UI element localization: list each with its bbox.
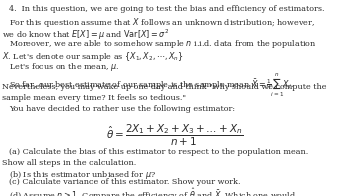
Text: (a) Calculate the bias of this estimator to respect to the population mean.: (a) Calculate the bias of this estimator…	[9, 148, 308, 156]
Text: You have decided to rather use the following estimator:: You have decided to rather use the follo…	[9, 105, 235, 113]
Text: sample mean every time? It feels so tedious.": sample mean every time? It feels so tedi…	[2, 94, 186, 102]
Text: (c) Calculate variance of this estimator. Show your work.: (c) Calculate variance of this estimator…	[9, 178, 240, 186]
Text: $\hat{\theta} = \dfrac{2X_1 + X_2 + X_3 + \ldots + X_n}{n+1}$: $\hat{\theta} = \dfrac{2X_1 + X_2 + X_3 …	[106, 122, 244, 148]
Text: 4.  In this question, we are going to test the bias and efficiency of estimators: 4. In this question, we are going to tes…	[9, 5, 324, 13]
Text: Let's focus on the mean, $\mu$.: Let's focus on the mean, $\mu$.	[9, 61, 119, 73]
Text: (b) Is this estimator unbiased for $\mu$?: (b) Is this estimator unbiased for $\mu$…	[9, 169, 156, 181]
Text: Show all steps in the calculation.: Show all steps in the calculation.	[2, 159, 136, 167]
Text: we do know that $E[X] = \mu$ and $\mathrm{Var}[X] = \sigma^2$: we do know that $E[X] = \mu$ and $\mathr…	[2, 27, 169, 42]
Text: Moreover, we are able to somehow sample $n$ i.i.d. data from the population: Moreover, we are able to somehow sample …	[9, 38, 316, 50]
Text: (d) Assume $n > 1$. Compare the efficiency of $\hat{\theta}$ and $\bar{X}$. Whic: (d) Assume $n > 1$. Compare the efficien…	[9, 187, 296, 196]
Text: Nevertheless, you may wake up one day and think "why should we compute the: Nevertheless, you may wake up one day an…	[2, 83, 326, 91]
Text: So far, our best estimate of our sample is the sample mean $\bar{X} = \frac{1}{n: So far, our best estimate of our sample …	[9, 72, 294, 99]
Text: For this question assume that $X$ follows an unknown distribution; however,: For this question assume that $X$ follow…	[9, 16, 315, 29]
Text: $X$. Let's denote our sample as $\{X_1, X_2, \cdots, X_n\}$: $X$. Let's denote our sample as $\{X_1, …	[2, 50, 184, 63]
